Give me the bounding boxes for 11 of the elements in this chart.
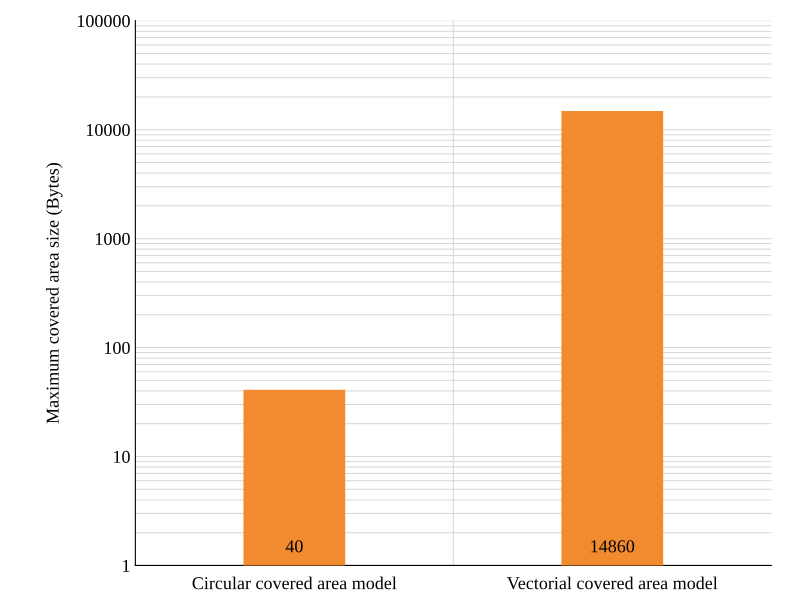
y-tick-label: 100000 (78, 14, 130, 28)
y-tick-label: 100 (105, 342, 130, 354)
data-label: 14860 (591, 540, 634, 552)
y-tick-label: 1000 (96, 232, 130, 246)
x-tick-label: Circular covered area model (192, 576, 396, 590)
y-tick-label: 10 (114, 450, 130, 463)
y-tick-label: 1 (123, 560, 130, 572)
data-label: 40 (286, 540, 303, 552)
x-tick-label: Vectorial covered area model (506, 576, 718, 590)
y-tick-label: 10000 (86, 124, 130, 136)
y-axis-title: Maximum covered area size (Bytes) (46, 163, 62, 424)
